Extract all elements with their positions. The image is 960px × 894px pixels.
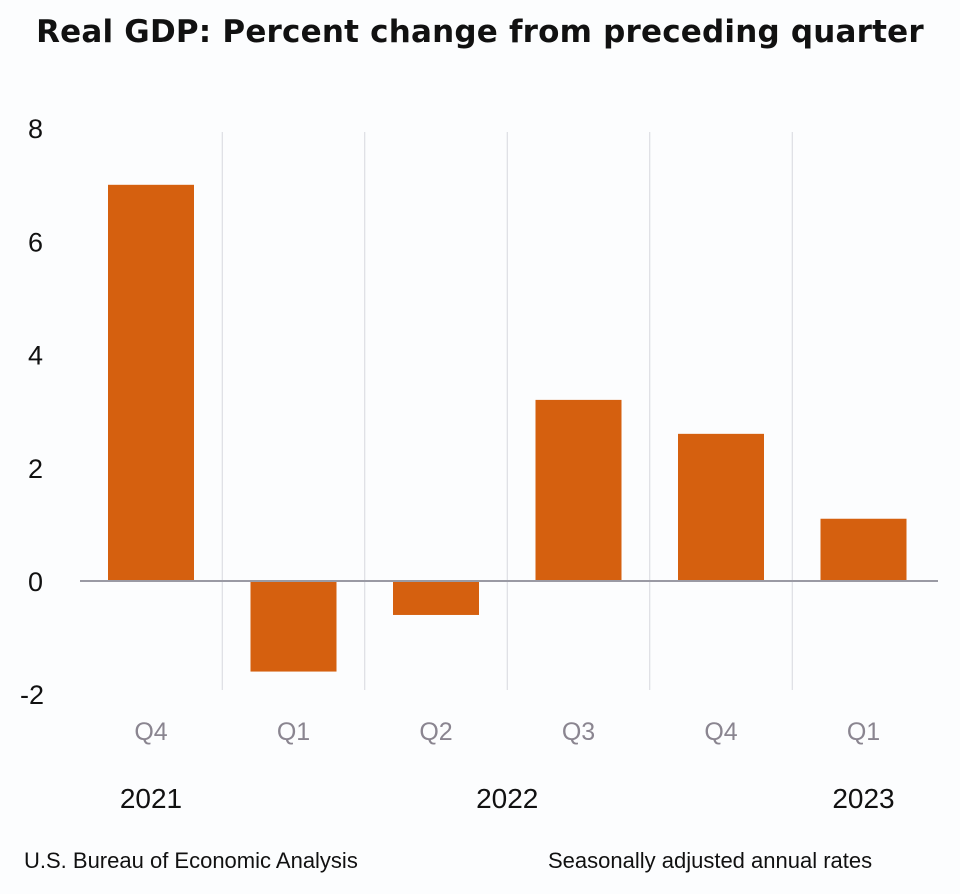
year-label: 2021 xyxy=(120,783,182,814)
bar xyxy=(250,581,337,672)
rate-note: Seasonally adjusted annual rates xyxy=(548,848,873,873)
bar xyxy=(820,518,907,581)
bar xyxy=(535,399,622,581)
bar xyxy=(678,433,764,581)
x-tick-label: Q3 xyxy=(562,718,595,746)
bar xyxy=(393,581,479,615)
x-tick-label: Q4 xyxy=(134,718,167,746)
y-tick-label: 0 xyxy=(28,567,43,597)
year-label: 2023 xyxy=(832,783,894,814)
chart-title: Real GDP: Percent change from preceding … xyxy=(36,14,924,50)
year-label: 2022 xyxy=(476,783,538,814)
y-tick-label: -2 xyxy=(20,680,44,710)
x-tick-label: Q1 xyxy=(847,718,880,746)
x-tick-label: Q2 xyxy=(419,718,452,746)
y-tick-label: 4 xyxy=(28,341,43,371)
source-note: U.S. Bureau of Economic Analysis xyxy=(24,848,358,873)
bar xyxy=(108,184,194,582)
x-tick-label: Q4 xyxy=(704,718,737,746)
x-tick-label: Q1 xyxy=(277,718,310,746)
y-tick-label: 6 xyxy=(28,227,43,257)
y-tick-label: 2 xyxy=(28,454,43,484)
y-tick-label: 8 xyxy=(28,114,43,144)
